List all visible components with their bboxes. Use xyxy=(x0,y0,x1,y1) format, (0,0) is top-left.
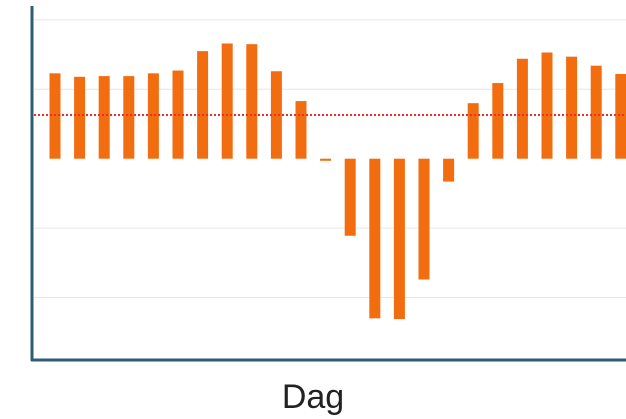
bar xyxy=(98,76,110,159)
bar xyxy=(344,158,356,236)
bars xyxy=(49,43,626,320)
bar xyxy=(270,71,282,159)
x-axis-label: Dag xyxy=(281,378,345,416)
bar xyxy=(615,74,626,159)
bar xyxy=(49,73,61,159)
bar xyxy=(197,51,209,159)
bar xyxy=(320,158,332,161)
bar xyxy=(393,158,405,320)
bar xyxy=(123,76,135,159)
bar xyxy=(147,73,159,159)
axes xyxy=(30,6,626,362)
bar xyxy=(492,83,504,159)
bar xyxy=(467,103,479,159)
bar xyxy=(221,43,233,159)
bar xyxy=(74,76,86,159)
bar xyxy=(418,158,430,280)
bar xyxy=(443,158,455,182)
bar xyxy=(369,158,381,319)
bar xyxy=(590,65,602,159)
bar xyxy=(246,44,258,159)
bar xyxy=(566,56,578,159)
bar xyxy=(541,52,553,159)
bar xyxy=(295,101,307,159)
bar xyxy=(516,58,528,159)
